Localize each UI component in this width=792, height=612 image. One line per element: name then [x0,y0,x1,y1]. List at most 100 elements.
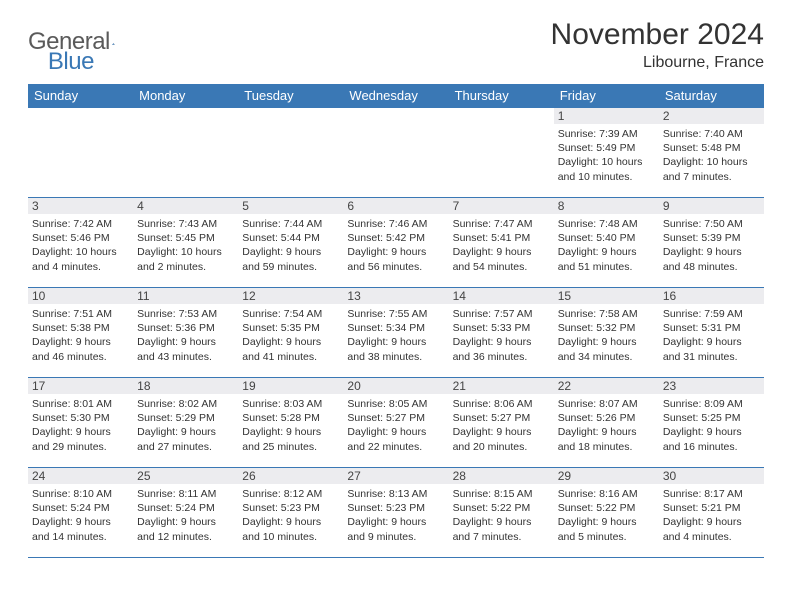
daylight-text: Daylight: 9 hours and 54 minutes. [453,245,550,273]
day-number: 3 [28,198,133,214]
calendar-cell: 20Sunrise: 8:05 AMSunset: 5:27 PMDayligh… [343,378,448,468]
day-number: 28 [449,468,554,484]
calendar-cell: 28 Sunrise: 8:15 AMSunset: 5:22 PMDayligh… [449,468,554,558]
daylight-text: Daylight: 9 hours and 10 minutes. [242,515,339,543]
title-block: November 2024 Libourne, France [551,18,764,76]
day-details: Sunrise: 8:12 AMSunset: 5:23 PMDaylight:… [242,487,339,544]
sunset-text: Sunset: 5:36 PM [137,321,234,335]
day-number: 13 [343,288,448,304]
calendar-cell: 23Sunrise: 8:09 AMSunset: 5:25 PMDayligh… [659,378,764,468]
day-number: 25 [133,468,238,484]
sunset-text: Sunset: 5:25 PM [663,411,760,425]
calendar-cell: 21Sunrise: 8:06 AMSunset: 5:27 PMDayligh… [449,378,554,468]
sunset-text: Sunset: 5:23 PM [242,501,339,515]
day-details: Sunrise: 8:15 AMSunset: 5:22 PMDaylight:… [453,487,550,544]
day-number: 22 [554,378,659,394]
sunrise-text: Sunrise: 7:53 AM [137,307,234,321]
brand-logo: General Blue [28,18,184,56]
daylight-text: Daylight: 9 hours and 48 minutes. [663,245,760,273]
daylight-text: Daylight: 9 hours and 22 minutes. [347,425,444,453]
daylight-text: Daylight: 9 hours and 43 minutes. [137,335,234,363]
day-details: Sunrise: 8:05 AMSunset: 5:27 PMDaylight:… [347,397,444,454]
day-number: 9 [659,198,764,214]
sunset-text: Sunset: 5:34 PM [347,321,444,335]
daylight-text: Daylight: 9 hours and 27 minutes. [137,425,234,453]
calendar-row: 3 Sunrise: 7:42 AMSunset: 5:46 PM Daylight… [28,198,764,288]
daylight-text: Daylight: 10 hours and 10 minutes. [558,155,655,183]
dow-monday: Monday [133,84,238,108]
calendar-cell: 13Sunrise: 7:55 AMSunset: 5:34 PMDayligh… [343,288,448,378]
calendar-cell: 18Sunrise: 8:02 AMSunset: 5:29 PMDayligh… [133,378,238,468]
sunset-text: Sunset: 5:39 PM [663,231,760,245]
sunset-text: Sunset: 5:46 PM [32,231,129,245]
sunset-text: Sunset: 5:48 PM [663,141,760,155]
daylight-text: Daylight: 9 hours and 12 minutes. [137,515,234,543]
dow-thursday: Thursday [449,84,554,108]
calendar-row: 24 Sunrise: 8:10 AMSunset: 5:24 PMDayligh… [28,468,764,558]
day-details: Sunrise: 7:47 AMSunset: 5:41 PMDaylight:… [453,217,550,274]
sunset-text: Sunset: 5:40 PM [558,231,655,245]
calendar-cell [133,108,238,198]
day-number: 18 [133,378,238,394]
logo-word2: Blue [48,48,94,76]
sunset-text: Sunset: 5:27 PM [347,411,444,425]
sunset-text: Sunset: 5:44 PM [242,231,339,245]
sunset-text: Sunset: 5:35 PM [242,321,339,335]
day-details: Sunrise: 7:59 AMSunset: 5:31 PMDaylight:… [663,307,760,364]
sunrise-text: Sunrise: 7:57 AM [453,307,550,321]
daylight-text: Daylight: 9 hours and 36 minutes. [453,335,550,363]
day-number: 10 [28,288,133,304]
day-number: 12 [238,288,343,304]
day-details: Sunrise: 7:51 AMSunset: 5:38 PMDaylight:… [32,307,129,364]
day-details: Sunrise: 8:10 AMSunset: 5:24 PMDaylight:… [32,487,129,544]
sunrise-text: Sunrise: 7:39 AM [558,127,655,141]
day-details: Sunrise: 7:54 AMSunset: 5:35 PMDaylight:… [242,307,339,364]
daylight-text: Daylight: 9 hours and 51 minutes. [558,245,655,273]
day-details: Sunrise: 8:06 AMSunset: 5:27 PMDaylight:… [453,397,550,454]
day-details: Sunrise: 7:58 AMSunset: 5:32 PMDaylight:… [558,307,655,364]
calendar-cell: 8Sunrise: 7:48 AMSunset: 5:40 PMDaylight… [554,198,659,288]
day-number: 1 [554,108,659,124]
sunrise-text: Sunrise: 7:44 AM [242,217,339,231]
sunrise-text: Sunrise: 8:06 AM [453,397,550,411]
day-number: 7 [449,198,554,214]
calendar-body: 1Sunrise: 7:39 AMSunset: 5:49 PMDaylight… [28,108,764,558]
sunrise-text: Sunrise: 8:16 AM [558,487,655,501]
sunrise-text: Sunrise: 7:47 AM [453,217,550,231]
calendar-cell: 19Sunrise: 8:03 AMSunset: 5:28 PMDayligh… [238,378,343,468]
calendar-cell: 15 Sunrise: 7:58 AMSunset: 5:32 PMDayligh… [554,288,659,378]
day-number: 2 [659,108,764,124]
daylight-text: Daylight: 9 hours and 56 minutes. [347,245,444,273]
sunrise-text: Sunrise: 8:10 AM [32,487,129,501]
sunset-text: Sunset: 5:49 PM [558,141,655,155]
day-number: 24 [28,468,133,484]
calendar-cell [238,108,343,198]
day-details: Sunrise: 8:03 AMSunset: 5:28 PMDaylight:… [242,397,339,454]
sunset-text: Sunset: 5:29 PM [137,411,234,425]
sunset-text: Sunset: 5:26 PM [558,411,655,425]
calendar-cell: 16Sunrise: 7:59 AMSunset: 5:31 PMDayligh… [659,288,764,378]
sunset-text: Sunset: 5:21 PM [663,501,760,515]
daylight-text: Daylight: 9 hours and 4 minutes. [663,515,760,543]
dow-sunday: Sunday [28,84,133,108]
calendar-cell: 29Sunrise: 8:16 AMSunset: 5:22 PMDayligh… [554,468,659,558]
daylight-text: Daylight: 9 hours and 25 minutes. [242,425,339,453]
sunset-text: Sunset: 5:32 PM [558,321,655,335]
calendar-cell: 12 Sunrise: 7:54 AMSunset: 5:35 PMDayligh… [238,288,343,378]
calendar-row: 1Sunrise: 7:39 AMSunset: 5:49 PMDaylight… [28,108,764,198]
day-details: Sunrise: 8:17 AMSunset: 5:21 PMDaylight:… [663,487,760,544]
day-number: 15 [554,288,659,304]
day-details: Sunrise: 8:01 AMSunset: 5:30 PMDaylight:… [32,397,129,454]
daylight-text: Daylight: 9 hours and 34 minutes. [558,335,655,363]
sunrise-text: Sunrise: 8:11 AM [137,487,234,501]
sunset-text: Sunset: 5:23 PM [347,501,444,515]
daylight-text: Daylight: 9 hours and 59 minutes. [242,245,339,273]
daylight-text: Daylight: 9 hours and 14 minutes. [32,515,129,543]
sunset-text: Sunset: 5:22 PM [453,501,550,515]
calendar-cell: 9Sunrise: 7:50 AMSunset: 5:39 PMDaylight… [659,198,764,288]
day-number: 14 [449,288,554,304]
sunrise-text: Sunrise: 7:42 AM [32,217,129,231]
day-number: 17 [28,378,133,394]
calendar-cell: 22Sunrise: 8:07 AMSunset: 5:26 PMDayligh… [554,378,659,468]
daylight-text: Daylight: 10 hours and 7 minutes. [663,155,760,183]
